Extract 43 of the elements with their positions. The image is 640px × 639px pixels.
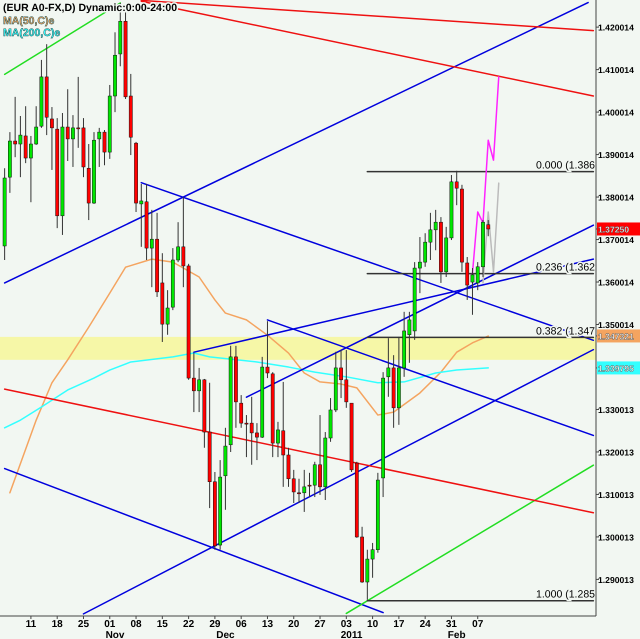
y-tick-label: 1.350014 [598,320,634,330]
y-tick-label: 1.320013 [598,447,634,458]
x-tick-label: 15 [156,619,168,630]
x-tick-label: 01 [104,619,116,630]
text: MA(50,C)e [3,15,54,27]
y-tick-label: 1.420014 [598,22,634,33]
y-tick-label: 1.290013 [598,574,634,585]
x-tick-label: 27 [314,619,326,630]
x-tick-label: 25 [78,619,90,630]
y-tick-label: 1.370014 [598,235,634,246]
y-tick-label: 1.300013 [598,532,634,542]
x-tick-label: 08 [130,619,142,630]
x-tick-label: 31 [446,619,458,630]
y-tick-label: 1.390014 [598,150,634,160]
x-tick-label: Dec [216,630,236,639]
x-tick-label: 18 [52,619,64,630]
annotation: 0.382 (1.347 [536,325,596,338]
x-tick-label: 03 [340,619,352,630]
y-tick-label: 1.400014 [598,108,634,118]
x-tick-label: 06 [236,619,248,630]
x-tick-label: Feb [448,630,466,639]
y-tick-label: 1.347321 [598,331,634,342]
x-tick-label: Nov [106,630,125,639]
y-tick-label: 1.380014 [598,192,634,203]
y-tick-label: 1.37250 [598,224,630,234]
x-tick-label: 2011 [340,630,363,639]
y-tick-label: 1.410014 [598,65,634,76]
x-tick-label: 29 [209,619,221,630]
x-tick-label: 17 [393,619,405,630]
x-tick-label: 13 [262,619,274,630]
x-tick-label: 22 [183,619,195,630]
annotation: 0.000 (1.386 [536,160,596,172]
x-tick-label: 24 [420,619,432,630]
text: MA(200,C)e [3,27,60,39]
x-tick-label: 11 [26,619,37,630]
x-tick-label: 10 [367,619,379,630]
y-tick-label: 1.310013 [598,490,634,500]
y-tick-label: 1.360014 [598,278,634,288]
x-tick-label: 20 [288,619,300,630]
y-tick-label: 1.339795 [598,363,634,374]
annotation: 1.000 (1.285 [536,588,596,601]
x-tick-label: 07 [472,619,484,630]
y-tick-label: 1.330013 [598,404,634,415]
